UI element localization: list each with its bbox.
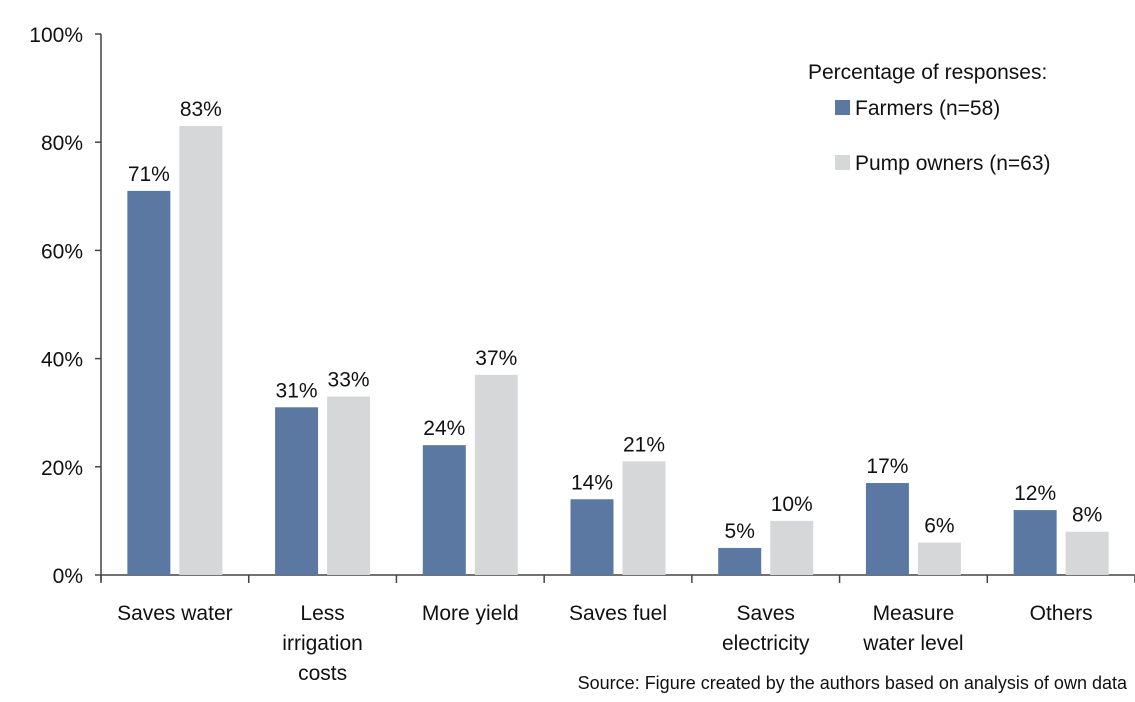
x-category-label-line: Saves fuel xyxy=(569,602,667,625)
data-label: 8% xyxy=(1072,504,1102,527)
data-label: 83% xyxy=(180,98,222,121)
x-category-label-line: electricity xyxy=(722,632,810,655)
x-category-label-line: Saves water xyxy=(117,602,233,625)
x-category-label-line: costs xyxy=(298,662,347,685)
data-label: 10% xyxy=(771,493,813,516)
bar xyxy=(1065,531,1109,575)
x-category-label-line: Others xyxy=(1030,602,1093,625)
y-tick-label: 40% xyxy=(41,349,83,372)
x-category-label-line: irrigation xyxy=(282,632,363,655)
y-tick-label: 100% xyxy=(29,24,83,47)
bar xyxy=(718,547,762,575)
data-label: 71% xyxy=(128,163,170,186)
x-category-label-line: Saves xyxy=(737,602,795,625)
data-label: 6% xyxy=(924,515,954,538)
data-label: 24% xyxy=(423,417,465,440)
x-category-label: Measure water level xyxy=(862,602,963,655)
bar xyxy=(570,499,614,575)
source-note: Source: Figure created by the authors ba… xyxy=(577,673,1127,693)
x-category-label-line: water level xyxy=(862,632,963,655)
x-category-label: More yield xyxy=(422,602,519,625)
bar xyxy=(622,461,666,575)
legend-swatch xyxy=(835,155,850,170)
bar xyxy=(179,125,223,575)
x-category-label: Others xyxy=(1030,602,1093,625)
x-category-label: Less irrigation costs xyxy=(282,602,363,685)
bars: 71% 83% 31% 33% 24% 37% 14% 21% 5% 10% 17% 6% 12% 8% xyxy=(127,98,1109,575)
bar xyxy=(327,396,371,575)
data-label: 37% xyxy=(475,347,517,370)
bar xyxy=(127,190,171,575)
legend-title: Percentage of responses: xyxy=(808,61,1047,84)
x-category-label: Saves electricity xyxy=(722,602,810,655)
bar xyxy=(422,445,466,575)
axes: 0% 20% 40% 60% 80% 100% Saves water Less irrigat… xyxy=(29,24,1135,685)
data-label: 14% xyxy=(571,471,613,494)
bar xyxy=(770,520,814,575)
x-category-label-line: More yield xyxy=(422,602,519,625)
y-tick-label: 0% xyxy=(53,565,83,588)
data-label: 5% xyxy=(725,520,755,543)
x-category-label-line: Measure xyxy=(873,602,955,625)
bar xyxy=(917,542,961,575)
y-tick-label: 80% xyxy=(41,132,83,155)
data-label: 31% xyxy=(276,379,318,402)
x-category-label: Saves fuel xyxy=(569,602,667,625)
bar xyxy=(474,374,518,575)
data-label: 21% xyxy=(623,433,665,456)
legend-swatch xyxy=(835,100,850,115)
data-label: 12% xyxy=(1014,482,1056,505)
bar xyxy=(865,483,909,575)
legend-label: Farmers (n=58) xyxy=(855,97,1000,120)
data-label: 17% xyxy=(866,455,908,478)
y-tick-label: 60% xyxy=(41,240,83,263)
data-label: 33% xyxy=(328,368,370,391)
legend-label: Pump owners (n=63) xyxy=(855,152,1051,175)
bar xyxy=(275,407,319,575)
y-tick-label: 20% xyxy=(41,457,83,480)
x-category-label: Saves water xyxy=(117,602,233,625)
bar xyxy=(1013,510,1057,575)
legend: Percentage of responses: Farmers (n=58) P… xyxy=(808,61,1051,175)
x-category-label-line: Less xyxy=(300,602,344,625)
